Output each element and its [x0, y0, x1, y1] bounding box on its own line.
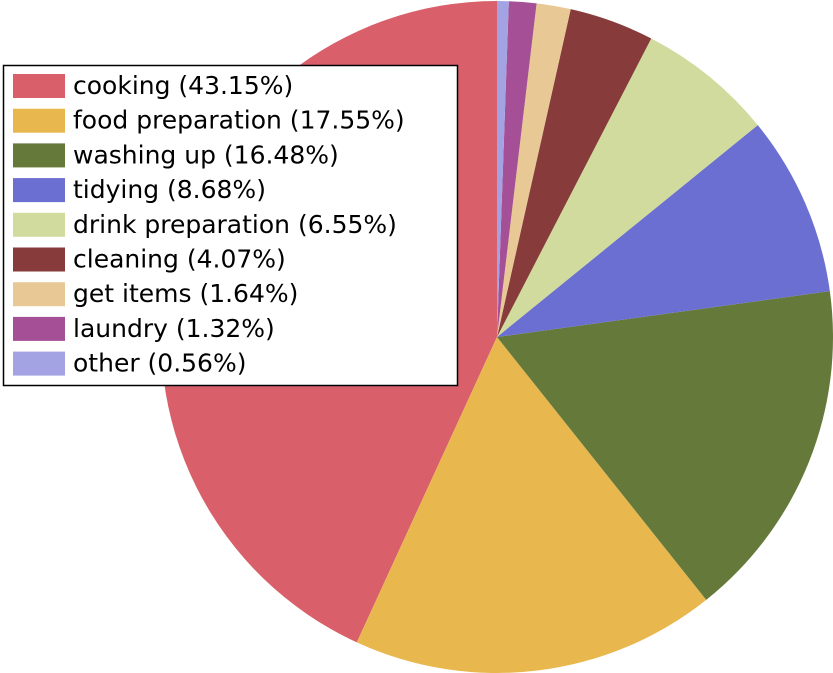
legend-label: get items (1.64%) — [73, 279, 298, 308]
legend: cooking (43.15%) food preparation (17.55%… — [2, 64, 459, 387]
pie-slice — [497, 125, 830, 337]
legend-swatch — [13, 108, 65, 133]
pie-slice — [497, 3, 571, 337]
pie-slice — [497, 291, 833, 600]
legend-box — [2, 64, 459, 387]
legend-label: drink preparation (6.55%) — [73, 210, 397, 239]
legend-label: cooking (43.15%) — [73, 71, 293, 100]
legend-swatch — [13, 282, 65, 307]
legend-label: cleaning (4.07%) — [73, 245, 286, 274]
pie-slice — [497, 1, 509, 337]
legend-label: laundry (1.32%) — [73, 314, 275, 343]
pie-slice — [356, 337, 707, 673]
legend-swatch — [13, 247, 65, 272]
legend-label: tidying (8.68%) — [73, 175, 266, 204]
pie-slice — [497, 1, 537, 337]
pie-slice — [497, 9, 652, 338]
legend-swatch — [13, 143, 65, 168]
legend-swatch — [13, 316, 65, 341]
legend-label: other (0.56%) — [73, 349, 246, 378]
pie-slice — [497, 38, 758, 337]
legend-swatch — [13, 351, 65, 376]
legend-label: washing up (16.48%) — [73, 140, 339, 169]
legend-swatch — [13, 178, 65, 203]
legend-swatch — [13, 212, 65, 237]
legend-swatch — [13, 74, 65, 98]
legend-label: food preparation (17.55%) — [73, 106, 405, 135]
